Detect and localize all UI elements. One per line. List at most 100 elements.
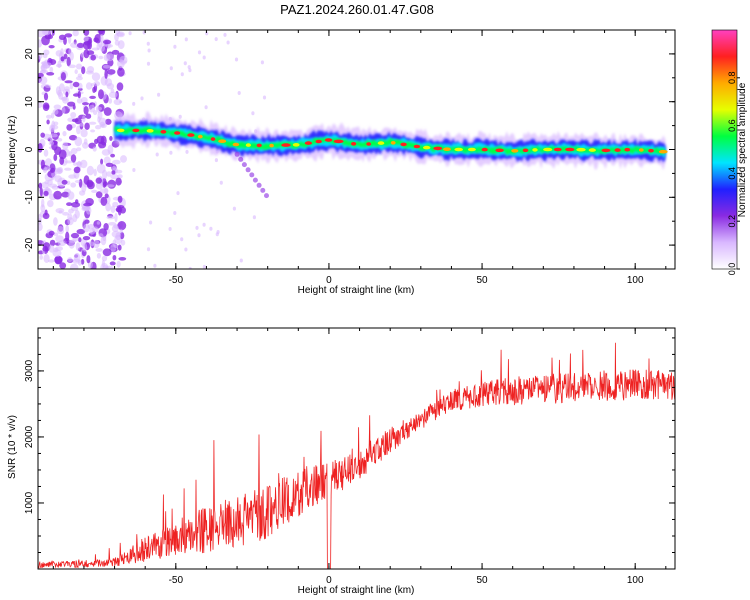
noise-speckle: [84, 219, 90, 224]
noise-speckle: [98, 117, 107, 127]
noise-speckle: [117, 244, 122, 251]
noise-speckle: [264, 193, 269, 199]
noise-speckle: [43, 190, 49, 196]
spectrogram-y-axis: -20 -10 0 10 20: [24, 29, 675, 270]
noise-speckle: [183, 61, 187, 66]
noise-speckle: [49, 239, 56, 247]
noise-speckle: [234, 57, 239, 62]
noise-speckle: [106, 184, 115, 188]
noise-speckle: [61, 191, 70, 198]
noise-speckle: [260, 60, 264, 65]
noise-speckle: [68, 240, 75, 249]
noise-speckle: [55, 246, 63, 252]
noise-speckle: [82, 236, 91, 241]
noise-speckle: [116, 205, 125, 209]
ridge-peak: [256, 143, 262, 148]
noise-speckle: [71, 118, 79, 123]
noise-speckle: [238, 156, 244, 162]
spectrogram-panel: -50 0 50 100 -20 -10 0 10 20 Height of straight…: [7, 29, 676, 296]
snr-marks: [38, 342, 675, 569]
noise-speckle: [98, 30, 105, 34]
noise-speckle: [108, 98, 113, 104]
noise-speckle: [100, 196, 108, 206]
noise-speckle: [38, 222, 43, 232]
noise-speckle: [39, 187, 43, 197]
noise-speckle: [184, 247, 188, 252]
noise-speckle: [38, 182, 43, 189]
noise-speckle: [56, 226, 65, 235]
noise-speckle: [110, 153, 115, 158]
noise-speckle: [146, 41, 150, 46]
x-tick-label: 50: [477, 275, 489, 286]
noise-speckle: [57, 138, 63, 142]
noise-speckle: [117, 221, 127, 231]
ridge-peak: [132, 128, 140, 133]
noise-speckle: [53, 190, 62, 200]
noise-speckle: [105, 118, 112, 125]
ridge-peak: [160, 130, 167, 134]
noise-speckle: [72, 81, 80, 88]
noise-speckle: [214, 37, 218, 42]
y-tick-label: 3000: [24, 359, 35, 382]
noise-speckle: [85, 82, 93, 90]
noise-speckle: [82, 242, 88, 252]
noise-speckle: [132, 168, 136, 172]
noise-speckle: [128, 31, 132, 36]
noise-speckle: [91, 72, 101, 81]
noise-speckle: [73, 252, 81, 263]
noise-speckle: [42, 53, 48, 59]
noise-speckle: [44, 167, 51, 171]
snr-y-label: SNR (10 * v/v): [7, 415, 18, 479]
noise-speckle: [62, 130, 67, 137]
noise-speckle: [95, 191, 103, 199]
noise-speckle: [108, 91, 118, 99]
ridge-peak: [197, 134, 203, 139]
noise-speckle: [99, 43, 106, 52]
ridge-peak: [292, 143, 300, 147]
x-tick-label: 0: [326, 575, 332, 586]
noise-speckle: [146, 61, 151, 66]
noise-speckle: [69, 51, 74, 61]
noise-speckle: [67, 101, 76, 107]
noise-speckle: [91, 189, 98, 193]
noise-speckle: [38, 101, 43, 108]
noise-speckle: [118, 257, 127, 261]
noise-speckle: [40, 132, 45, 138]
ridge-peak: [543, 147, 553, 152]
noise-speckle: [96, 221, 101, 225]
noise-speckle: [100, 235, 107, 246]
noise-speckle: [109, 261, 116, 266]
snr-x-axis: -50 0 50 100: [52, 328, 667, 586]
noise-speckle: [87, 223, 95, 230]
noise-speckle: [157, 92, 161, 97]
noise-speckle: [95, 248, 103, 252]
noise-speckle: [87, 181, 95, 190]
ridge-peak: [565, 147, 575, 152]
noise-speckle: [104, 78, 113, 87]
noise-speckle: [64, 33, 73, 38]
noise-speckle: [106, 171, 112, 177]
noise-speckle: [106, 215, 115, 220]
y-tick-label: 0: [24, 146, 35, 152]
noise-speckle: [50, 112, 55, 119]
noise-speckle: [96, 106, 102, 111]
noise-speckle: [83, 202, 92, 207]
noise-speckle: [88, 121, 97, 125]
noise-speckle: [67, 191, 75, 200]
noise-speckle: [187, 65, 191, 70]
noise-speckle: [103, 156, 111, 165]
noise-speckle: [112, 201, 119, 208]
ridge-peak: [116, 128, 125, 133]
noise-speckle: [103, 181, 108, 187]
colorbar-ticks: 0.0 0.2 0.4 0.6 0.8: [727, 72, 740, 275]
noise-speckle: [180, 237, 184, 242]
noise-speckle: [195, 225, 199, 230]
noise-speckle: [68, 174, 77, 179]
noise-speckle: [89, 95, 96, 99]
noise-speckle: [70, 154, 77, 163]
spectrogram-x-label: Height of straight line (km): [298, 285, 415, 296]
ridge-peak: [481, 147, 488, 152]
noise-speckle: [78, 237, 82, 243]
noise-speckle: [80, 129, 88, 138]
noise-speckle: [65, 91, 69, 98]
